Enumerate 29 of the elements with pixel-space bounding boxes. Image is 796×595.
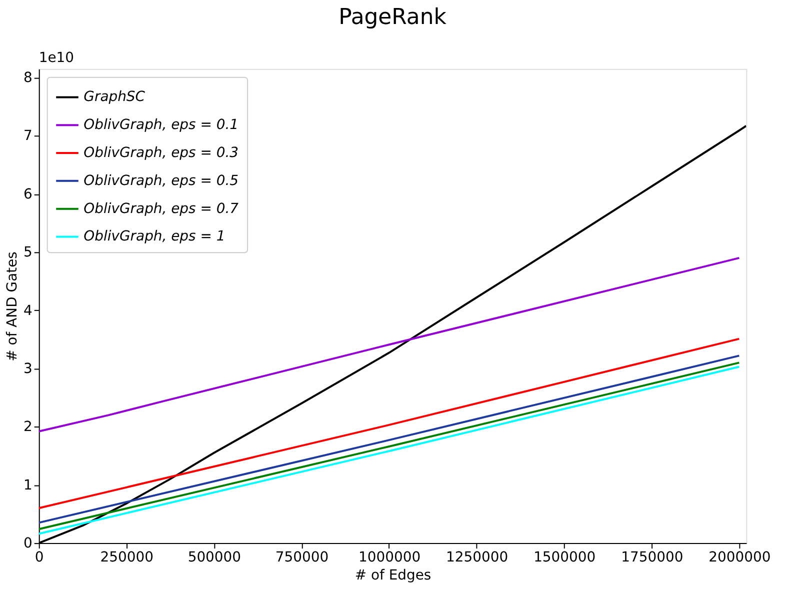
y-tick-label: 2 — [24, 419, 32, 436]
y-tick-label: 6 — [24, 186, 32, 202]
x-tick-label: 500000 — [188, 549, 242, 566]
x-tick-label: 1500000 — [534, 549, 596, 566]
legend-label: GraphSC — [84, 89, 146, 106]
legend-label: OblivGraph, eps = 0.7 — [84, 200, 239, 217]
legend-label: OblivGraph, eps = 0.5 — [84, 172, 239, 189]
y-tick-label: 7 — [24, 128, 32, 144]
x-tick-label: 750000 — [275, 549, 329, 566]
legend-label: OblivGraph, eps = 0.1 — [84, 117, 238, 134]
y-tick-label: 5 — [24, 244, 32, 261]
y-tick-label: 0 — [24, 536, 32, 552]
legend-label: OblivGraph, eps = 1 — [84, 228, 226, 245]
text: 1e10 — [38, 50, 74, 66]
chart-title: PageRank — [338, 5, 447, 30]
x-tick-label: 0 — [34, 549, 44, 566]
x-tick-label: 250000 — [100, 549, 154, 566]
x-axis-title: # of Edges — [354, 567, 432, 584]
y-tick-label: 4 — [24, 302, 33, 319]
x-tick-label: 1000000 — [358, 549, 421, 566]
x-tick-label: 1750000 — [621, 549, 684, 566]
y-tick-label: 1 — [24, 477, 32, 494]
legend-label: OblivGraph, eps = 0.3 — [84, 145, 238, 162]
y-tick-label: 8 — [24, 70, 32, 86]
y-axis-title: # of AND Gates — [4, 252, 21, 362]
y-tick-label: 3 — [24, 360, 32, 377]
x-tick-label: 1250000 — [446, 549, 508, 566]
x-tick-label: 2000000 — [708, 549, 771, 566]
line-series — [38, 256, 740, 432]
